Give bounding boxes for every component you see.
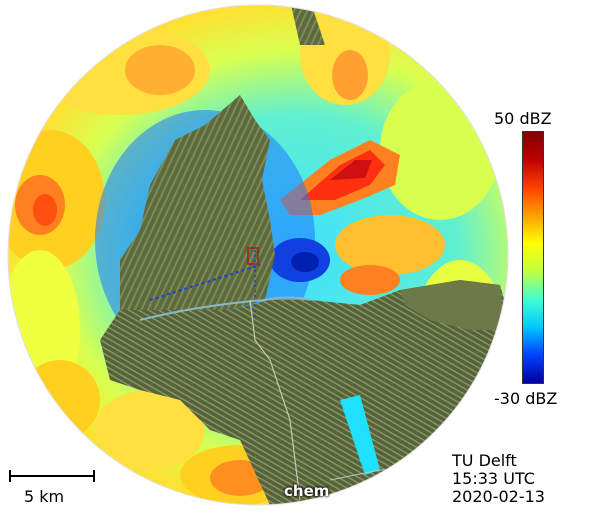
credit-time: 15:33 UTC xyxy=(452,469,535,488)
credit-date: 2020-02-13 xyxy=(452,487,545,506)
dbz-colorbar xyxy=(522,131,544,384)
radar-site-marker xyxy=(247,247,259,265)
scale-bar xyxy=(9,470,95,482)
colorbar-min-label: -30 dBZ xyxy=(494,389,558,408)
credit-institution: TU Delft xyxy=(452,451,517,470)
map-watermark: chem xyxy=(284,482,330,500)
satellite-ground xyxy=(100,5,508,505)
strong-echo xyxy=(280,140,400,215)
colorbar-max-label: 50 dBZ xyxy=(494,109,552,128)
scale-bar-label: 5 km xyxy=(24,487,65,506)
credit-block: TU Delft 15:33 UTC 2020-02-13 xyxy=(452,452,545,506)
